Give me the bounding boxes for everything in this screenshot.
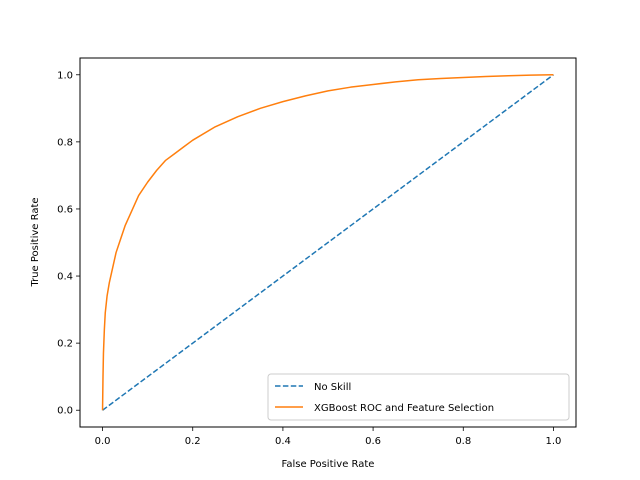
- x-tick-label: 0.6: [365, 436, 381, 447]
- series-line-xgboost-roc: [101, 74, 554, 411]
- y-tick-label: 0.4: [57, 272, 73, 283]
- x-tick-label: 1.0: [546, 436, 562, 447]
- plot-frame: [79, 57, 577, 428]
- y-tick-label: 0.0: [57, 406, 73, 417]
- y-tick-label: 1.0: [57, 70, 73, 81]
- x-tick-label: 0.4: [275, 436, 291, 447]
- legend-box: [267, 373, 570, 421]
- x-tick-label: 0.0: [95, 436, 111, 447]
- series-line-no-skill: [102, 74, 554, 411]
- y-tick-label: 0.2: [57, 339, 73, 350]
- series-layer: [101, 74, 554, 411]
- x-tick-label: 0.8: [455, 436, 471, 447]
- y-tick-label: 0.8: [57, 137, 73, 148]
- y-axis-label: True Positive Rate: [30, 197, 41, 287]
- legend-label-xgboost: XGBoost ROC and Feature Selection: [314, 403, 494, 414]
- legend: No Skill XGBoost ROC and Feature Selecti…: [267, 373, 570, 421]
- ticks-layer: 0.0 0.2 0.4 0.6 0.8 1.0 0.0 0.2 0.4 0.6 0.8 1.0: [57, 70, 561, 447]
- x-tick-label: 0.2: [185, 436, 201, 447]
- y-tick-label: 0.6: [57, 204, 73, 215]
- x-axis-label: False Positive Rate: [282, 459, 375, 470]
- legend-label-no-skill: No Skill: [314, 382, 351, 393]
